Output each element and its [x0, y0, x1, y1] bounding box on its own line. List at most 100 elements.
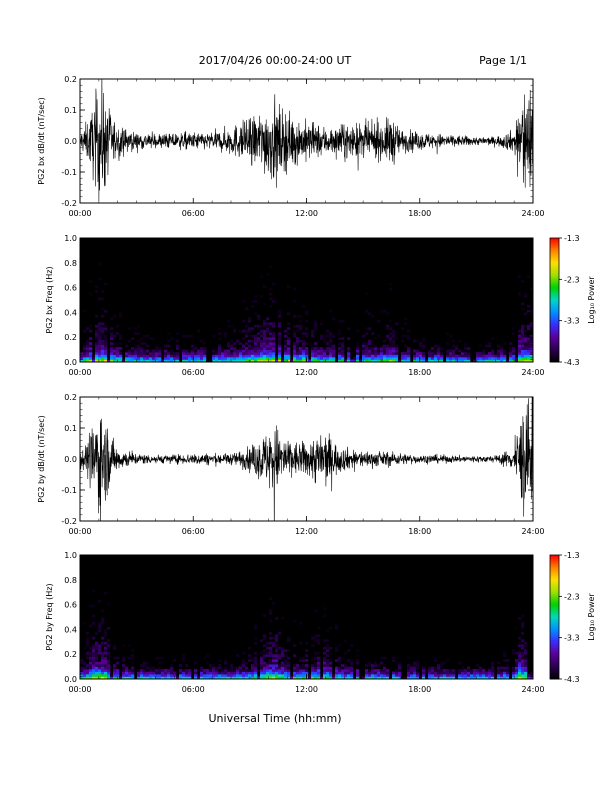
spectrogram-cell	[248, 352, 252, 355]
spectrogram-cell	[131, 671, 135, 675]
spectrogram-cell	[425, 359, 429, 363]
spectrogram-cell	[92, 644, 96, 648]
spectrogram-cell	[293, 344, 297, 348]
spectrogram-cell	[164, 352, 168, 355]
spectrogram-cell	[239, 352, 243, 355]
colorbar-segment	[550, 287, 559, 291]
spectrogram-cell	[95, 641, 99, 645]
spectrogram-cell	[299, 671, 303, 675]
spectrogram-cell	[137, 357, 141, 360]
spectrogram-cell	[362, 347, 366, 350]
spectrogram-cell	[281, 357, 285, 360]
spectrogram-cell	[413, 671, 417, 675]
spectrogram-cell	[191, 354, 195, 358]
spectrogram-cell	[530, 352, 534, 355]
spectrogram-cell	[263, 636, 267, 640]
spectrogram-cell	[446, 342, 450, 345]
spectrogram-cell	[98, 674, 102, 677]
spectrogram-cell	[434, 349, 438, 353]
spectrogram-cell	[95, 676, 99, 680]
spectrogram-cell	[314, 639, 318, 643]
spectrogram-cell	[461, 357, 465, 360]
spectrogram-cell	[491, 674, 495, 677]
spectrogram-cell	[347, 671, 351, 675]
spectrogram-cell	[92, 614, 96, 618]
spectrogram-cell	[338, 359, 342, 363]
spectrogram-cell	[389, 334, 393, 338]
spectrogram-cell	[272, 332, 276, 336]
spectrogram-cell	[422, 347, 426, 350]
spectrogram-cell	[194, 357, 198, 360]
spectrogram-cell	[269, 347, 273, 350]
spectrogram-cell	[521, 676, 525, 680]
spectrogram-cell	[188, 334, 192, 338]
spectrogram-cell	[404, 344, 408, 348]
y-tick-label: 0.2	[64, 393, 77, 402]
spectrogram-cell	[86, 357, 90, 360]
colorbar-segment	[550, 322, 559, 326]
spectrogram-cell	[95, 646, 99, 650]
spectrogram-cell	[437, 666, 441, 670]
spectrogram-cell	[413, 349, 417, 353]
spectrogram-cell	[323, 334, 327, 338]
spectrogram-cell	[230, 671, 234, 675]
colorbar-segment	[550, 248, 559, 251]
spectrogram-cell	[101, 329, 105, 333]
spectrogram-cell	[104, 592, 108, 595]
spectrogram-cell	[389, 354, 393, 358]
spectrogram-cell	[281, 646, 285, 650]
spectrogram-cell	[119, 342, 123, 345]
spectrogram-cell	[260, 324, 264, 328]
spectrogram-cell	[116, 354, 120, 358]
spectrogram-cell	[188, 676, 192, 680]
spectrogram-cell	[287, 347, 291, 350]
spectrogram-cell	[365, 669, 369, 672]
spectrogram-cell	[278, 312, 282, 316]
spectrogram-cell	[359, 359, 363, 363]
spectrogram-cell	[89, 357, 93, 360]
spectrogram-cell	[80, 352, 84, 355]
spectrogram-cell	[263, 302, 267, 306]
spectrogram-cell	[110, 342, 114, 345]
spectrogram-cell	[281, 674, 285, 677]
spectrogram-cell	[323, 656, 327, 660]
spectrogram-cell	[446, 354, 450, 358]
spectrogram-cell	[176, 354, 180, 358]
spectrogram-cell	[83, 354, 87, 358]
spectrogram-cell	[512, 347, 516, 350]
spectrogram-cell	[326, 654, 330, 657]
spectrogram-cell	[107, 674, 111, 677]
spectrogram-cell	[260, 666, 264, 670]
spectrogram-cell	[524, 292, 528, 296]
spectrogram-cell	[104, 352, 108, 355]
spectrogram-cell	[386, 327, 390, 331]
spectrogram-cell	[473, 676, 477, 680]
spectrogram-cell	[254, 669, 258, 672]
spectrogram-cell	[92, 359, 96, 363]
spectrogram-cell	[149, 349, 153, 353]
spectrogram-cell	[128, 644, 132, 648]
spectrogram-cell	[95, 342, 99, 345]
spectrogram-cell	[518, 334, 522, 338]
colorbar-segment	[550, 592, 559, 595]
spectrogram-cell	[521, 624, 525, 628]
spectrogram-cell	[407, 666, 411, 670]
spectrogram-cell	[371, 332, 375, 336]
colorbar-segment	[550, 252, 559, 255]
spectrogram-cell	[356, 659, 360, 662]
spectrogram-cell	[521, 659, 525, 662]
spectrogram-cell	[323, 354, 327, 358]
colorbar-segment	[550, 621, 559, 624]
spectrogram-cell	[395, 349, 399, 353]
spectrogram-cell	[374, 337, 378, 340]
spectrogram-cell	[335, 624, 339, 628]
colorbar-segment	[550, 604, 559, 608]
spectrogram-cell	[101, 322, 105, 326]
spectrogram-cell	[473, 674, 477, 677]
spectrogram-cell	[251, 304, 255, 308]
spectrogram-cell	[104, 676, 108, 680]
spectrogram-cell	[233, 349, 237, 353]
spectrogram-cell	[182, 354, 186, 358]
spectrogram-cell	[428, 359, 432, 363]
spectrogram-cell	[98, 624, 102, 628]
